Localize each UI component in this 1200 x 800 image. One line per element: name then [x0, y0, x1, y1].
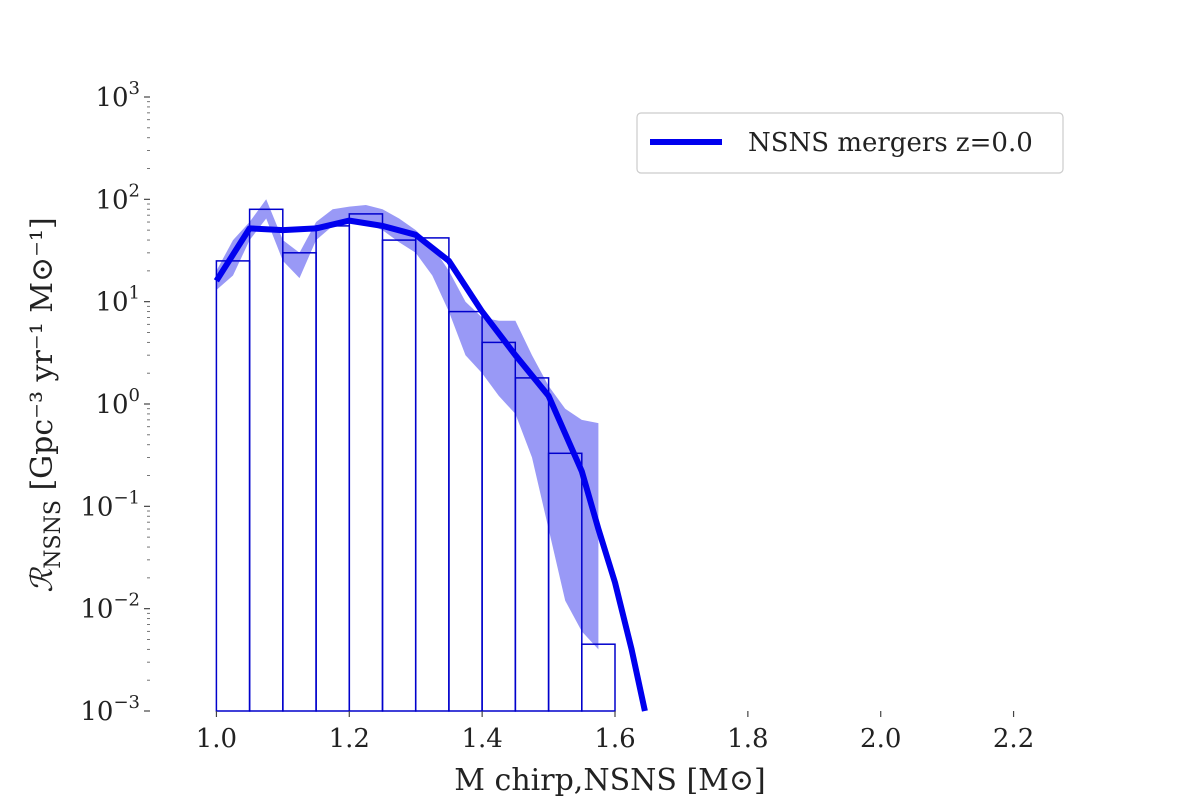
y-tick-label: 10−1 — [80, 487, 140, 522]
x-tick-label: 1.4 — [461, 724, 502, 754]
x-axis-label: M chirp,NSNS [M⊙] — [454, 763, 765, 798]
histogram-bar — [581, 643, 616, 712]
y-tick-label: 102 — [95, 180, 140, 215]
y-axis-label-subscript: NSNS — [41, 500, 66, 569]
y-tick-label: 10−2 — [80, 590, 140, 625]
series-line-layer — [213, 217, 648, 712]
histogram-bar — [348, 213, 384, 712]
axes-layer: 10−3 10−2 10−1 100 101 102 103 1.0 1.2 1.4 1.6 1.8 2… — [80, 78, 1034, 754]
histogram-bar — [414, 237, 450, 712]
histogram-bar — [215, 260, 251, 712]
x-tick-label: 1.6 — [594, 724, 635, 754]
legend-box — [636, 112, 1064, 174]
y-axis-label-symbol: ℛ — [25, 567, 60, 593]
uncertainty-band — [216, 199, 599, 650]
histogram-bar — [282, 252, 317, 712]
y-axis-label: ℛNSNS [Gpc⁻³ yr⁻¹ M⊙⁻¹] — [25, 217, 66, 592]
x-tick-label: 2.0 — [860, 724, 901, 754]
legend-label: NSNS mergers z=0.0 — [748, 128, 1033, 158]
x-tick-label: 1.0 — [196, 724, 237, 754]
y-tick-label: 10−3 — [80, 692, 140, 727]
histogram-bar — [248, 208, 284, 712]
uncertainty-band-layer — [216, 199, 599, 650]
y-tick-label: 101 — [95, 283, 140, 318]
legend: NSNS mergers z=0.0 — [636, 112, 1064, 174]
histogram-bar — [547, 452, 583, 712]
x-tick-label: 1.8 — [727, 724, 768, 754]
x-tick-label: 1.2 — [329, 724, 370, 754]
x-tick-label: 2.2 — [993, 724, 1034, 754]
y-tick-label: 103 — [95, 78, 140, 113]
y-tick-label: 100 — [95, 385, 140, 420]
histogram-bar — [315, 225, 351, 712]
series-line — [213, 217, 648, 712]
histogram-bar — [448, 310, 483, 712]
y-axis-label-units: [Gpc⁻³ yr⁻¹ M⊙⁻¹] — [25, 217, 60, 500]
histogram-bar — [381, 239, 417, 712]
